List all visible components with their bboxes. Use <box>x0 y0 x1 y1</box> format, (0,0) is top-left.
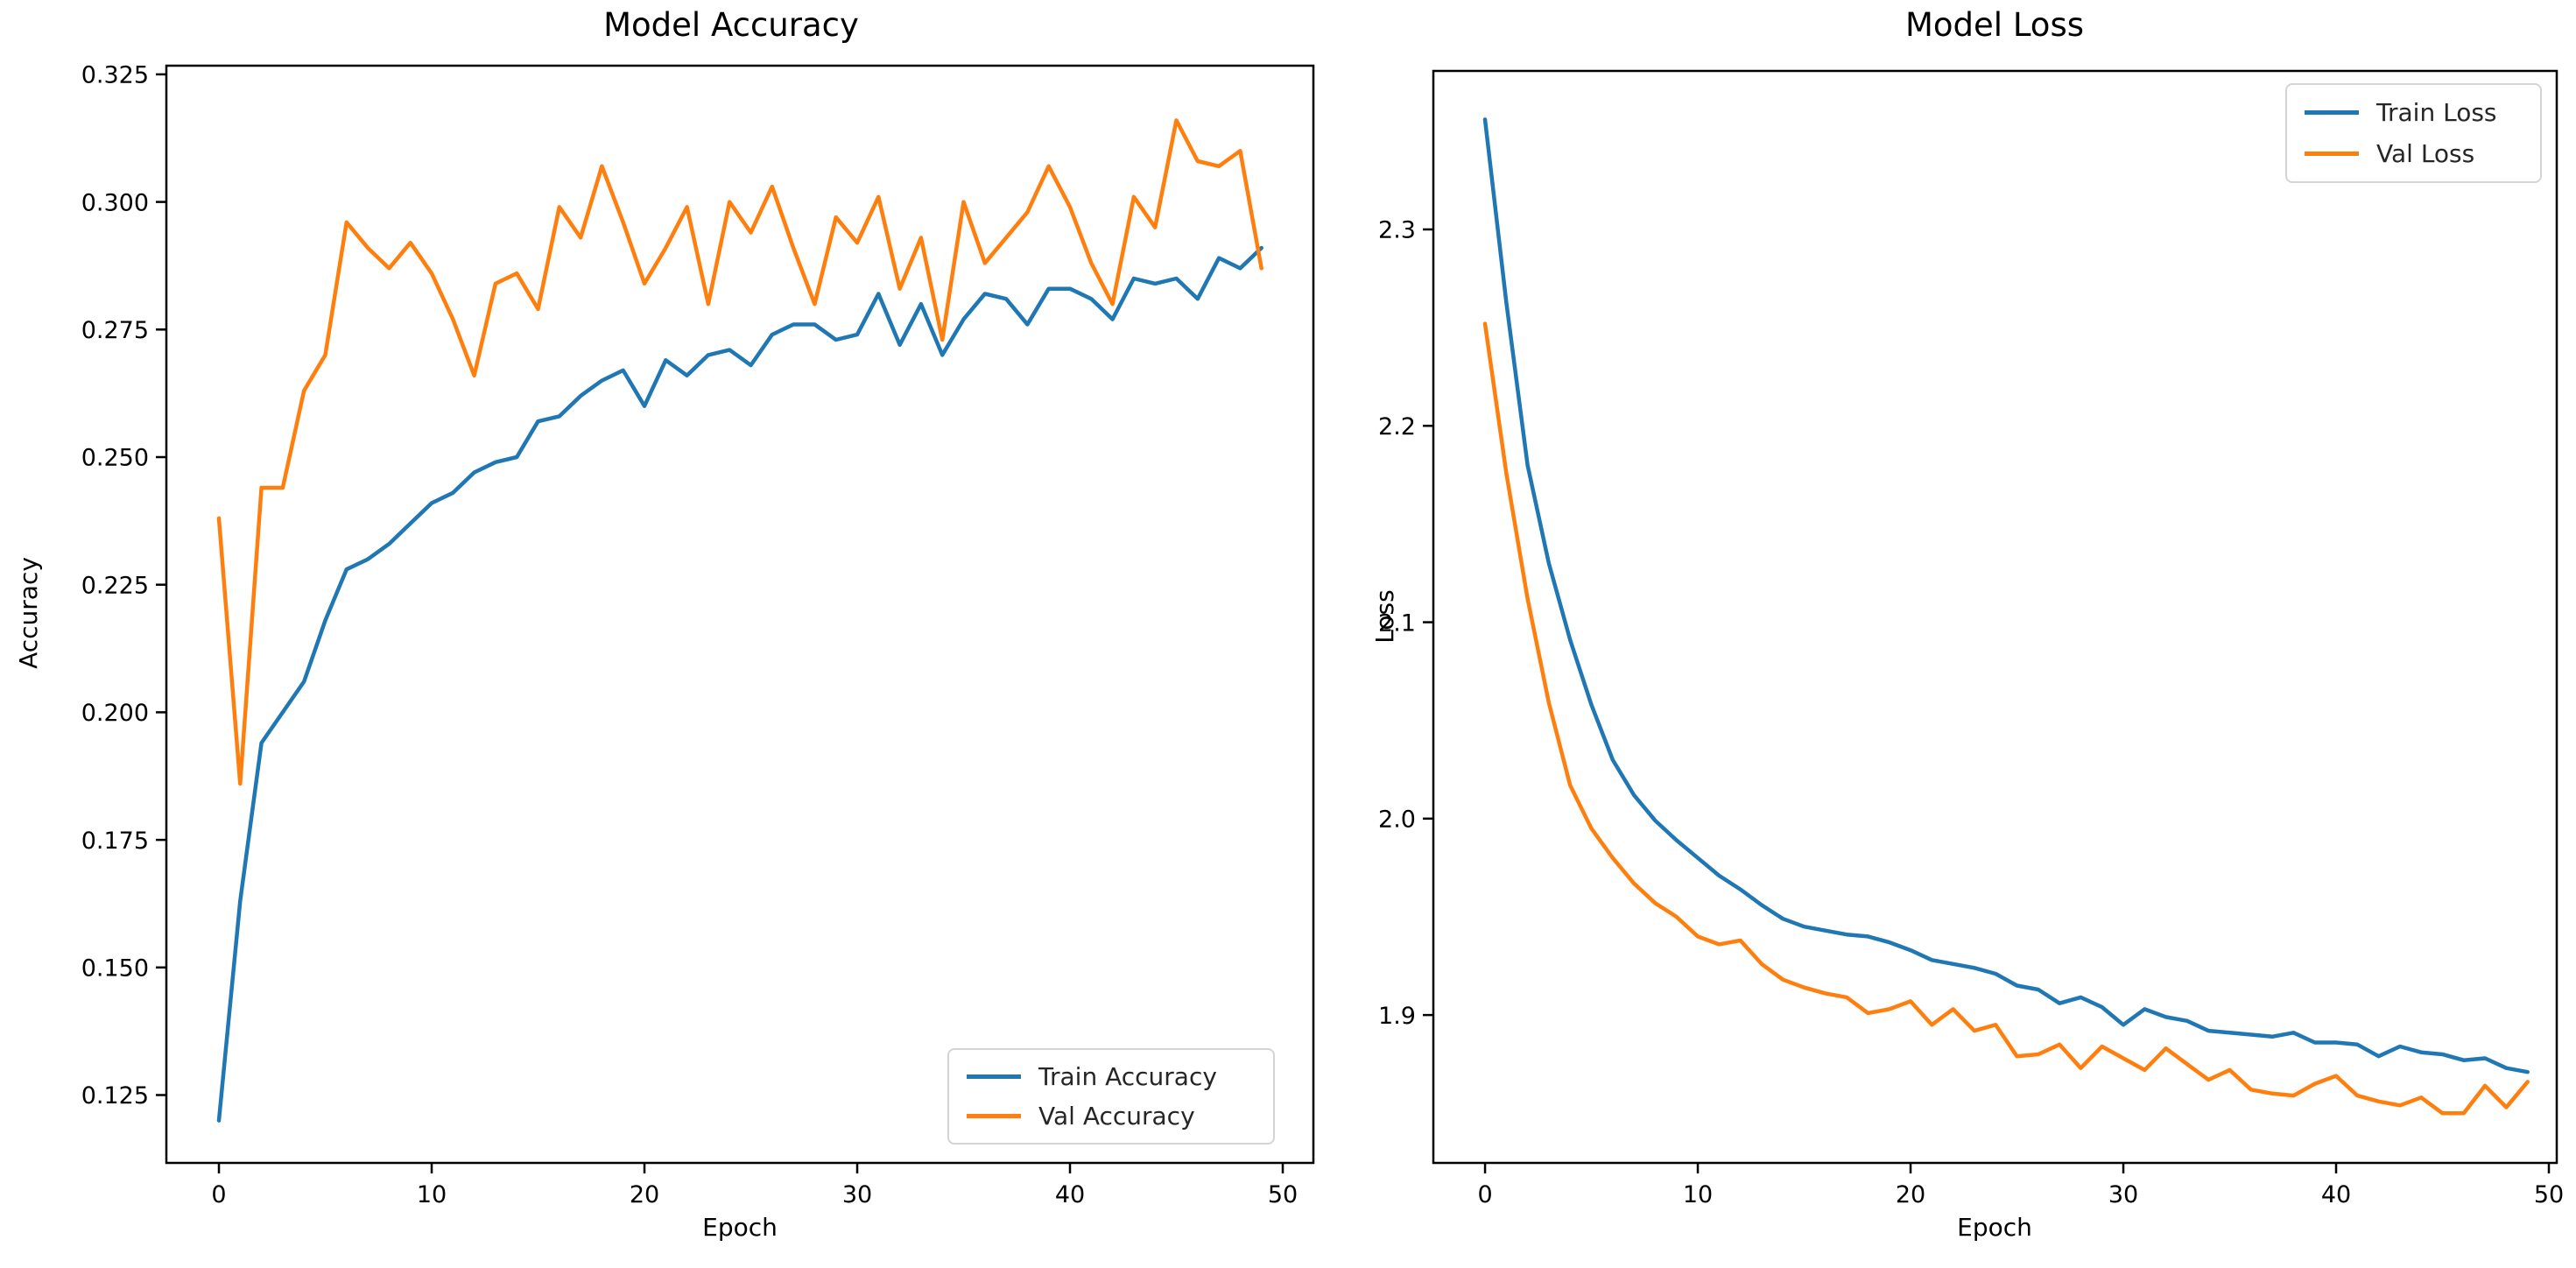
x-tick-label: 30 <box>2108 1181 2138 1208</box>
accuracy-legend: Train Accuracy Val Accuracy <box>947 1048 1275 1145</box>
x-tick-label: 20 <box>1896 1181 1925 1208</box>
train-accuracy-line <box>216 245 1263 1123</box>
y-tick-label: 2.1 <box>1378 609 1416 637</box>
model-loss-axes-frame <box>1432 69 2558 1165</box>
x-tick-label: 40 <box>1055 1181 1085 1208</box>
legend-entry: Train Accuracy <box>967 1058 1256 1095</box>
train-loss-line <box>1482 117 2530 1074</box>
val-accuracy-swatch <box>967 1113 1021 1118</box>
train-accuracy-swatch <box>967 1074 1021 1079</box>
x-tick-label: 10 <box>417 1181 447 1208</box>
y-tick-label: 2.2 <box>1378 413 1416 440</box>
val-accuracy-legend-label: Val Accuracy <box>1038 1101 1195 1131</box>
loss-chart-title: Model Loss <box>1904 6 2085 44</box>
y-tick-label: 2.0 <box>1378 807 1416 834</box>
val-loss-legend-label: Val Loss <box>2376 138 2475 168</box>
y-tick-label: 2.3 <box>1378 217 1416 244</box>
x-tick-label: 50 <box>1268 1181 1298 1208</box>
val-loss-swatch <box>2305 151 2359 156</box>
train-loss-legend-label: Train Loss <box>2376 97 2497 127</box>
y-tick-label: 0.300 <box>81 189 149 216</box>
y-tick-label: 0.200 <box>81 700 149 727</box>
x-tick-label: 30 <box>842 1181 872 1208</box>
legend-entry: Val Loss <box>2305 135 2523 173</box>
x-tick-label: 0 <box>211 1181 226 1208</box>
accuracy-chart-title: Model Accuracy <box>603 6 859 44</box>
train-loss-swatch <box>2305 109 2359 115</box>
x-tick-label: 50 <box>2534 1181 2564 1208</box>
y-tick-label: 0.250 <box>81 445 149 472</box>
x-tick-label: 20 <box>630 1181 659 1208</box>
y-tick-label: 0.325 <box>81 62 149 89</box>
loss-yaxis-label: Loss <box>1370 589 1399 644</box>
x-tick-label: 40 <box>2321 1181 2351 1208</box>
accuracy-yaxis-label: Accuracy <box>14 557 43 669</box>
y-tick-label: 0.275 <box>81 317 149 344</box>
y-tick-label: 0.125 <box>81 1082 149 1110</box>
loss-legend: Train Loss Val Loss <box>2285 83 2542 183</box>
train-accuracy-legend-label: Train Accuracy <box>1038 1061 1217 1091</box>
accuracy-xaxis-label: Epoch <box>702 1213 778 1242</box>
legend-entry: Val Accuracy <box>967 1097 1256 1135</box>
y-tick-label: 0.175 <box>81 828 149 855</box>
val-accuracy-line <box>216 118 1263 786</box>
y-tick-label: 1.9 <box>1378 1003 1416 1030</box>
x-tick-label: 0 <box>1477 1181 1492 1208</box>
model-accuracy-axes-frame <box>165 64 1315 1165</box>
y-tick-label: 0.150 <box>81 955 149 983</box>
val-loss-line <box>1482 321 2530 1116</box>
loss-xaxis-label: Epoch <box>1957 1213 2032 1242</box>
legend-entry: Train Loss <box>2305 94 2523 131</box>
x-tick-label: 10 <box>1683 1181 1713 1208</box>
y-tick-label: 0.225 <box>81 572 149 599</box>
